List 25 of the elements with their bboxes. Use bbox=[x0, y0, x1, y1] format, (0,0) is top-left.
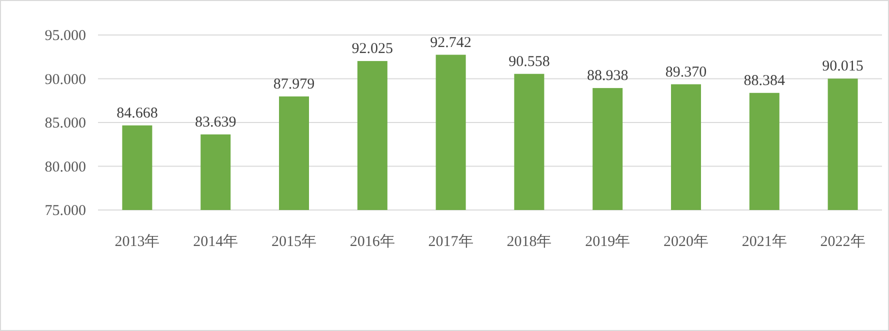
data-label: 88.938 bbox=[586, 68, 628, 84]
x-tick-label: 2018年 bbox=[506, 233, 552, 250]
data-label: 92.025 bbox=[352, 41, 394, 58]
y-tick-label: 80.000 bbox=[44, 159, 86, 176]
y-tick-label: 95.000 bbox=[44, 28, 86, 44]
x-tick-label: 2013年 bbox=[114, 233, 160, 250]
x-tick-label: 2022年 bbox=[820, 233, 866, 250]
y-tick-label: 85.000 bbox=[44, 116, 86, 132]
x-tick-label: 2021年 bbox=[742, 233, 787, 250]
data-label: 92.742 bbox=[430, 34, 472, 51]
data-label: 84.668 bbox=[116, 105, 158, 122]
x-tick-label: 2015年 bbox=[272, 233, 316, 250]
data-label: 83.639 bbox=[194, 114, 236, 130]
y-tick-label: 90.000 bbox=[44, 72, 86, 88]
x-tick-label: 2019年 bbox=[585, 233, 630, 250]
data-label: 90.015 bbox=[822, 58, 864, 75]
x-tick-label: 2016年 bbox=[350, 233, 395, 250]
x-tick-label: 2020年 bbox=[664, 233, 708, 250]
x-tick-label: 2017年 bbox=[428, 233, 474, 250]
y-tick-label: 75.000 bbox=[44, 203, 86, 219]
data-label: 88.384 bbox=[744, 72, 786, 89]
data-label: 90.558 bbox=[508, 54, 550, 70]
data-label: 89.370 bbox=[665, 64, 707, 80]
data-label: 87.979 bbox=[273, 76, 315, 92]
x-tick-label: 2014年 bbox=[193, 233, 238, 250]
